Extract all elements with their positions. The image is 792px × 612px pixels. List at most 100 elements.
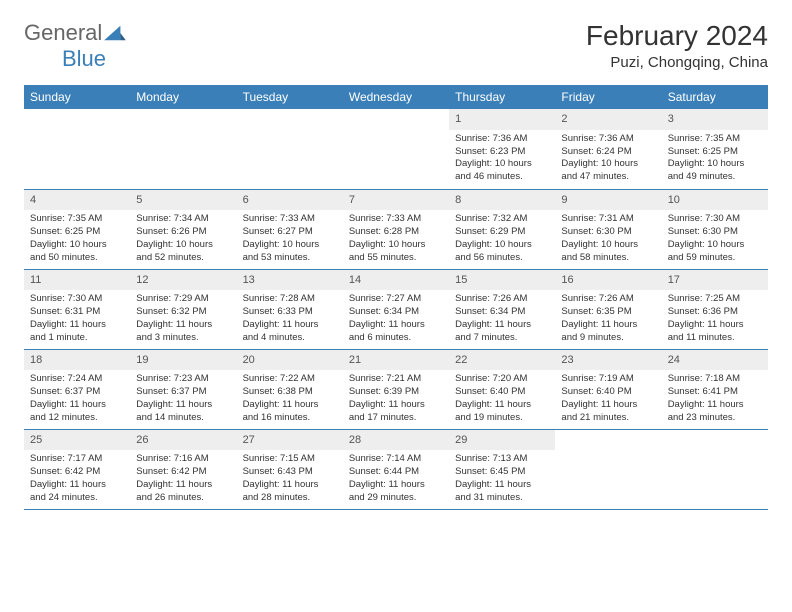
day-details: Sunrise: 7:16 AMSunset: 6:42 PMDaylight:… <box>130 450 236 507</box>
sunset-text: Sunset: 6:41 PM <box>668 386 762 399</box>
day-cell: 12Sunrise: 7:29 AMSunset: 6:32 PMDayligh… <box>130 269 236 349</box>
calendar-row: 25Sunrise: 7:17 AMSunset: 6:42 PMDayligh… <box>24 429 768 509</box>
empty-cell <box>130 109 236 189</box>
sunset-text: Sunset: 6:23 PM <box>455 146 549 159</box>
day-number: 14 <box>343 270 449 291</box>
day-details: Sunrise: 7:33 AMSunset: 6:27 PMDaylight:… <box>237 210 343 267</box>
day-details: Sunrise: 7:29 AMSunset: 6:32 PMDaylight:… <box>130 290 236 347</box>
daylight-text: Daylight: 11 hours and 9 minutes. <box>561 319 655 345</box>
day-details: Sunrise: 7:35 AMSunset: 6:25 PMDaylight:… <box>24 210 130 267</box>
day-details: Sunrise: 7:33 AMSunset: 6:28 PMDaylight:… <box>343 210 449 267</box>
day-details: Sunrise: 7:26 AMSunset: 6:35 PMDaylight:… <box>555 290 661 347</box>
sunset-text: Sunset: 6:27 PM <box>243 226 337 239</box>
day-number: 29 <box>449 430 555 451</box>
day-details: Sunrise: 7:35 AMSunset: 6:25 PMDaylight:… <box>662 130 768 187</box>
sunrise-text: Sunrise: 7:33 AM <box>349 213 443 226</box>
day-details: Sunrise: 7:22 AMSunset: 6:38 PMDaylight:… <box>237 370 343 427</box>
day-number: 5 <box>130 190 236 211</box>
daylight-text: Daylight: 10 hours and 59 minutes. <box>668 239 762 265</box>
sunset-text: Sunset: 6:42 PM <box>136 466 230 479</box>
brand-blue: Blue <box>62 46 106 72</box>
sunrise-text: Sunrise: 7:13 AM <box>455 453 549 466</box>
sunset-text: Sunset: 6:34 PM <box>455 306 549 319</box>
brand-logo-blue-row: Blue <box>24 46 106 72</box>
sunrise-text: Sunrise: 7:26 AM <box>561 293 655 306</box>
sunset-text: Sunset: 6:38 PM <box>243 386 337 399</box>
daylight-text: Daylight: 10 hours and 58 minutes. <box>561 239 655 265</box>
day-number: 6 <box>237 190 343 211</box>
day-details: Sunrise: 7:36 AMSunset: 6:23 PMDaylight:… <box>449 130 555 187</box>
weekday-header: Monday <box>130 85 236 109</box>
daylight-text: Daylight: 11 hours and 17 minutes. <box>349 399 443 425</box>
sunrise-text: Sunrise: 7:36 AM <box>455 133 549 146</box>
sunrise-text: Sunrise: 7:22 AM <box>243 373 337 386</box>
day-number: 25 <box>24 430 130 451</box>
sunset-text: Sunset: 6:30 PM <box>561 226 655 239</box>
sunrise-text: Sunrise: 7:23 AM <box>136 373 230 386</box>
day-details: Sunrise: 7:21 AMSunset: 6:39 PMDaylight:… <box>343 370 449 427</box>
day-details: Sunrise: 7:28 AMSunset: 6:33 PMDaylight:… <box>237 290 343 347</box>
sunrise-text: Sunrise: 7:25 AM <box>668 293 762 306</box>
weekday-header: Saturday <box>662 85 768 109</box>
sunrise-text: Sunrise: 7:18 AM <box>668 373 762 386</box>
day-details: Sunrise: 7:32 AMSunset: 6:29 PMDaylight:… <box>449 210 555 267</box>
day-details: Sunrise: 7:24 AMSunset: 6:37 PMDaylight:… <box>24 370 130 427</box>
sunrise-text: Sunrise: 7:31 AM <box>561 213 655 226</box>
sunset-text: Sunset: 6:43 PM <box>243 466 337 479</box>
sunset-text: Sunset: 6:25 PM <box>30 226 124 239</box>
daylight-text: Daylight: 11 hours and 7 minutes. <box>455 319 549 345</box>
sunset-text: Sunset: 6:32 PM <box>136 306 230 319</box>
header: General February 2024 Puzi, Chongqing, C… <box>24 20 768 71</box>
day-cell: 17Sunrise: 7:25 AMSunset: 6:36 PMDayligh… <box>662 269 768 349</box>
daylight-text: Daylight: 11 hours and 24 minutes. <box>30 479 124 505</box>
daylight-text: Daylight: 11 hours and 1 minute. <box>30 319 124 345</box>
weekday-header: Sunday <box>24 85 130 109</box>
day-details: Sunrise: 7:36 AMSunset: 6:24 PMDaylight:… <box>555 130 661 187</box>
daylight-text: Daylight: 11 hours and 23 minutes. <box>668 399 762 425</box>
day-number: 3 <box>662 109 768 130</box>
daylight-text: Daylight: 11 hours and 21 minutes. <box>561 399 655 425</box>
sunrise-text: Sunrise: 7:15 AM <box>243 453 337 466</box>
day-cell: 27Sunrise: 7:15 AMSunset: 6:43 PMDayligh… <box>237 429 343 509</box>
sunset-text: Sunset: 6:29 PM <box>455 226 549 239</box>
day-details: Sunrise: 7:34 AMSunset: 6:26 PMDaylight:… <box>130 210 236 267</box>
day-number: 9 <box>555 190 661 211</box>
day-details: Sunrise: 7:25 AMSunset: 6:36 PMDaylight:… <box>662 290 768 347</box>
day-number: 23 <box>555 350 661 371</box>
calendar-row: 1Sunrise: 7:36 AMSunset: 6:23 PMDaylight… <box>24 109 768 189</box>
daylight-text: Daylight: 11 hours and 29 minutes. <box>349 479 443 505</box>
calendar-table: Sunday Monday Tuesday Wednesday Thursday… <box>24 85 768 510</box>
day-number: 20 <box>237 350 343 371</box>
daylight-text: Daylight: 10 hours and 53 minutes. <box>243 239 337 265</box>
day-cell: 4Sunrise: 7:35 AMSunset: 6:25 PMDaylight… <box>24 189 130 269</box>
empty-cell <box>662 429 768 509</box>
day-number: 1 <box>449 109 555 130</box>
sunset-text: Sunset: 6:33 PM <box>243 306 337 319</box>
day-number: 19 <box>130 350 236 371</box>
sunrise-text: Sunrise: 7:19 AM <box>561 373 655 386</box>
daylight-text: Daylight: 11 hours and 26 minutes. <box>136 479 230 505</box>
weekday-header: Tuesday <box>237 85 343 109</box>
sunrise-text: Sunrise: 7:26 AM <box>455 293 549 306</box>
sunset-text: Sunset: 6:40 PM <box>455 386 549 399</box>
daylight-text: Daylight: 11 hours and 12 minutes. <box>30 399 124 425</box>
day-number: 2 <box>555 109 661 130</box>
daylight-text: Daylight: 10 hours and 46 minutes. <box>455 158 549 184</box>
day-cell: 15Sunrise: 7:26 AMSunset: 6:34 PMDayligh… <box>449 269 555 349</box>
day-cell: 8Sunrise: 7:32 AMSunset: 6:29 PMDaylight… <box>449 189 555 269</box>
empty-cell <box>343 109 449 189</box>
day-number: 7 <box>343 190 449 211</box>
day-details: Sunrise: 7:31 AMSunset: 6:30 PMDaylight:… <box>555 210 661 267</box>
calendar-row: 4Sunrise: 7:35 AMSunset: 6:25 PMDaylight… <box>24 189 768 269</box>
sunrise-text: Sunrise: 7:30 AM <box>668 213 762 226</box>
sunset-text: Sunset: 6:44 PM <box>349 466 443 479</box>
day-cell: 13Sunrise: 7:28 AMSunset: 6:33 PMDayligh… <box>237 269 343 349</box>
day-cell: 9Sunrise: 7:31 AMSunset: 6:30 PMDaylight… <box>555 189 661 269</box>
day-number: 24 <box>662 350 768 371</box>
daylight-text: Daylight: 11 hours and 28 minutes. <box>243 479 337 505</box>
brand-logo: General <box>24 20 128 46</box>
sunrise-text: Sunrise: 7:24 AM <box>30 373 124 386</box>
sunrise-text: Sunrise: 7:35 AM <box>30 213 124 226</box>
day-cell: 25Sunrise: 7:17 AMSunset: 6:42 PMDayligh… <box>24 429 130 509</box>
sunset-text: Sunset: 6:45 PM <box>455 466 549 479</box>
